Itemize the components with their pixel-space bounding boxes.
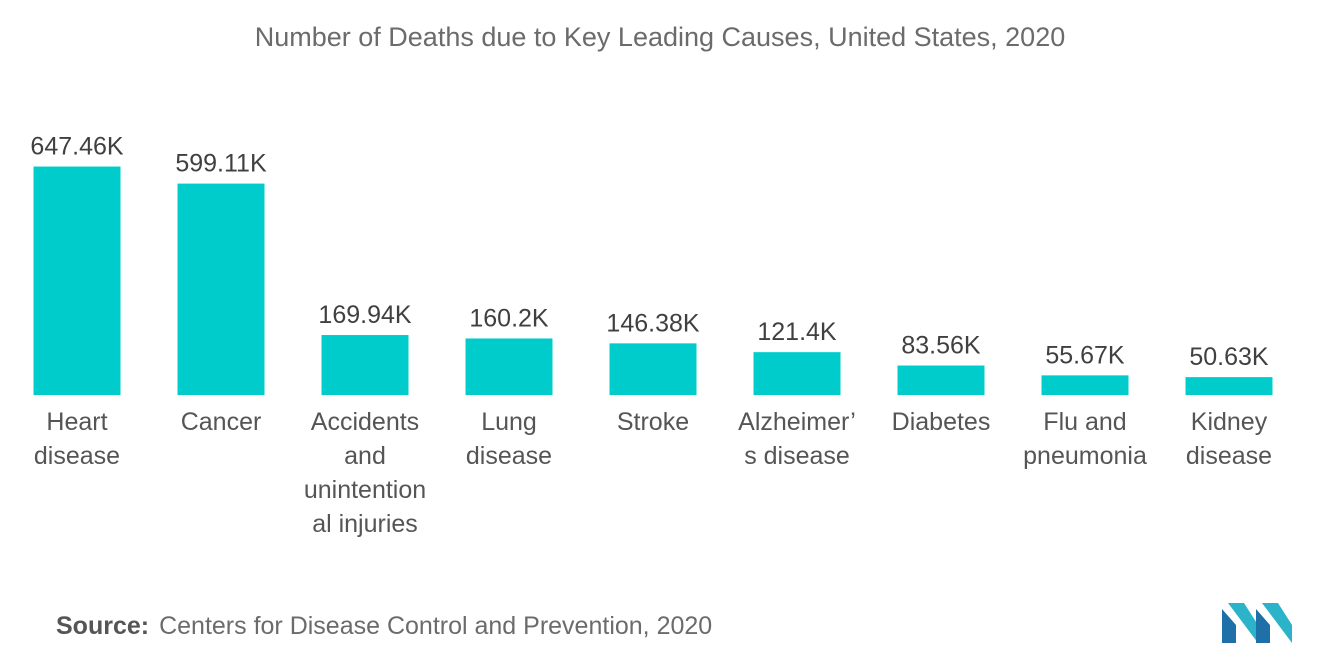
bar <box>465 338 553 395</box>
data-label: 121.4K <box>757 318 837 346</box>
value-labels-layer: 647.46K 599.11K 169.94K 160.2K 146.38K 121.4K… <box>30 133 1269 372</box>
category-label: Diabetes <box>892 408 991 436</box>
bar <box>1185 377 1273 395</box>
category-label: Cancer <box>181 408 262 436</box>
source-text: Centers for Disease Control and Preventi… <box>159 612 713 640</box>
mordor-intelligence-logo-icon <box>1222 603 1292 643</box>
bar <box>753 352 841 395</box>
data-label: 146.38K <box>606 309 699 337</box>
category-label: Alzheimer’ s disease <box>738 408 856 470</box>
chart-title: Number of Deaths due to Key Leading Caus… <box>254 22 1066 52</box>
source-note: Source: Centers for Disease Control and P… <box>56 612 712 641</box>
data-label: 599.11K <box>175 150 267 178</box>
data-label: 83.56K <box>901 332 981 360</box>
category-label: Kidney disease <box>1186 408 1272 470</box>
bar <box>33 166 121 395</box>
bar-chart: 647.46K 599.11K 169.94K 160.2K 146.38K 121.4K… <box>30 133 1273 538</box>
category-label: Lung disease <box>466 408 552 470</box>
category-label: Flu and pneumonia <box>1023 408 1147 470</box>
source-label: Source: <box>56 612 150 640</box>
category-label: Stroke <box>617 408 689 436</box>
data-label: 169.94K <box>318 301 411 329</box>
data-label: 50.63K <box>1189 343 1269 371</box>
category-label: Heart disease <box>34 408 120 470</box>
category-labels-layer: Heart disease Cancer Accidents and unintentio… <box>34 408 1272 538</box>
bar <box>177 183 265 395</box>
data-label: 55.67K <box>1045 341 1125 369</box>
category-label: Accidents and unintention al injuries <box>304 408 426 538</box>
bar <box>609 343 697 395</box>
data-label: 647.46K <box>30 133 123 161</box>
bar <box>897 365 985 395</box>
bar <box>1041 375 1129 395</box>
bars-layer <box>33 166 1273 395</box>
data-label: 160.2K <box>469 304 549 332</box>
bar <box>321 335 409 395</box>
